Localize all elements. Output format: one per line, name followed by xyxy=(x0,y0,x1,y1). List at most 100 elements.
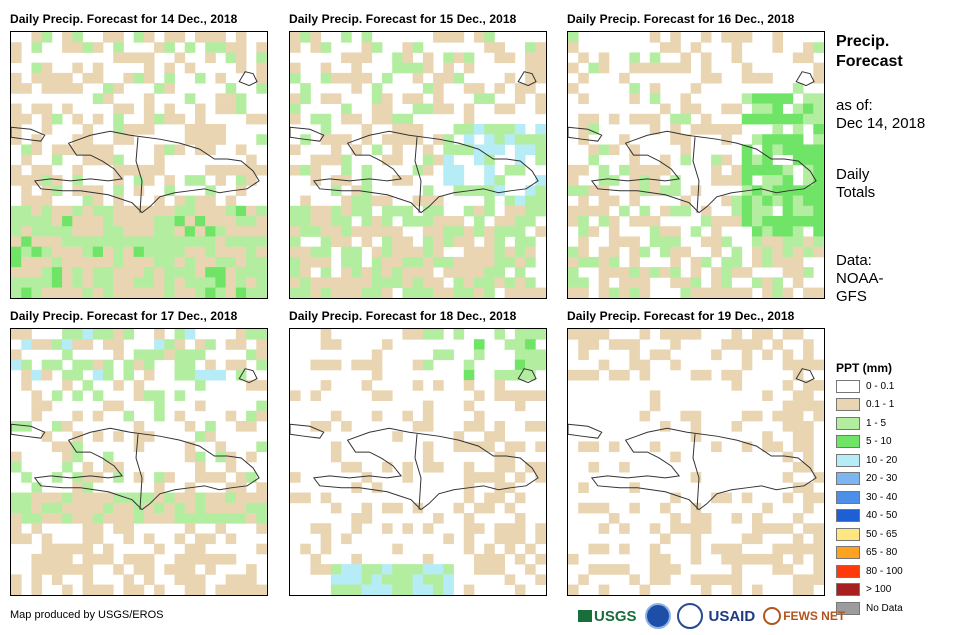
precip-cell xyxy=(762,390,773,401)
precip-cell xyxy=(782,380,794,391)
country-border xyxy=(414,434,422,510)
precip-cell xyxy=(751,93,763,104)
cuba-outline xyxy=(290,126,325,142)
precip-cell xyxy=(721,256,732,268)
precip-cell xyxy=(164,103,175,115)
precip-cell xyxy=(82,339,94,350)
precip-cell xyxy=(422,410,434,422)
precip-cell xyxy=(463,246,475,258)
precip-cell xyxy=(670,62,681,74)
precip-cell xyxy=(290,256,301,268)
precip-cell xyxy=(194,431,206,442)
precip-cell xyxy=(256,205,267,217)
precip-cell xyxy=(341,574,352,585)
precip-cell xyxy=(361,380,373,391)
precip-cell xyxy=(123,236,135,248)
precip-cell xyxy=(494,329,506,340)
precip-cell xyxy=(123,553,135,565)
precip-cell xyxy=(246,421,257,432)
panel-title-6: Daily Precip. Forecast for 19 Dec., 2018 xyxy=(567,309,795,323)
precip-cell xyxy=(21,287,32,298)
precip-cell xyxy=(82,359,94,371)
precip-cell xyxy=(256,287,267,298)
precip-cell xyxy=(72,216,83,227)
precip-cell xyxy=(225,410,237,422)
precip-cell xyxy=(803,461,814,473)
forecast-map-5 xyxy=(289,328,547,596)
precip-cell xyxy=(762,256,773,268)
precip-cell xyxy=(164,113,175,125)
precip-cell xyxy=(21,267,32,278)
precip-cell xyxy=(351,72,362,84)
precip-cell xyxy=(568,62,579,74)
precip-cell xyxy=(62,339,73,350)
precip-cell xyxy=(320,93,332,104)
precip-cell xyxy=(649,185,661,196)
precip-cell xyxy=(361,124,373,135)
precip-cell xyxy=(762,72,773,84)
precip-cell xyxy=(402,523,414,534)
precip-cell xyxy=(772,543,784,555)
precip-cell xyxy=(422,236,434,248)
precip-cell xyxy=(225,226,237,237)
precip-cell xyxy=(194,349,206,361)
precip-cell xyxy=(412,42,424,53)
precip-cell xyxy=(514,93,526,104)
precip-cell xyxy=(174,32,186,43)
precip-cell xyxy=(113,164,124,176)
precip-cell xyxy=(92,431,104,442)
precip-cell xyxy=(62,543,73,555)
precip-cell xyxy=(51,492,63,504)
precip-cell xyxy=(31,390,43,401)
precip-cell xyxy=(290,226,301,237)
precip-cell xyxy=(174,226,186,237)
precip-cell xyxy=(21,329,32,340)
precip-cell xyxy=(803,543,814,555)
precip-cell xyxy=(494,431,506,442)
precip-cell xyxy=(371,574,383,585)
hispaniola-outline xyxy=(590,130,817,214)
precip-cell xyxy=(525,205,536,217)
precip-cell xyxy=(762,205,773,217)
precip-cell xyxy=(113,52,124,64)
precip-cell xyxy=(21,195,32,207)
precip-cell xyxy=(82,256,94,268)
precip-cell xyxy=(598,246,610,258)
precip-cell xyxy=(629,93,640,104)
precip-cell xyxy=(21,144,32,156)
precip-cell xyxy=(11,256,22,268)
precip-cell xyxy=(782,164,794,176)
precip-cell xyxy=(700,574,712,585)
precip-cell xyxy=(803,154,814,166)
precip-cell xyxy=(741,287,753,298)
precip-cell xyxy=(535,226,546,237)
legend-item: > 100 xyxy=(836,581,903,600)
precip-cell xyxy=(514,584,526,595)
precip-cell xyxy=(174,277,186,288)
precip-cell xyxy=(174,359,186,371)
precip-cell xyxy=(711,216,722,227)
precip-cell xyxy=(568,584,579,595)
precip-cell xyxy=(102,369,114,381)
precip-cell xyxy=(361,42,373,53)
precip-cell xyxy=(371,42,383,53)
precip-cell xyxy=(215,513,227,524)
precip-cell xyxy=(133,584,145,595)
precip-cell xyxy=(792,533,804,545)
precip-cell xyxy=(246,154,257,166)
precip-cell xyxy=(751,256,763,268)
precip-cell xyxy=(484,195,495,207)
map-credit: Map produced by USGS/EROS xyxy=(10,609,164,621)
precip-cell xyxy=(649,267,661,278)
precip-cell xyxy=(41,502,53,514)
precip-cell xyxy=(174,410,186,422)
precip-cell xyxy=(690,103,702,115)
precip-cell xyxy=(51,287,63,298)
precip-cell xyxy=(205,564,216,575)
precip-cell xyxy=(494,451,506,463)
precip-cell xyxy=(194,205,206,217)
precip-cell xyxy=(361,267,373,278)
precip-cell xyxy=(341,277,352,288)
precip-cell xyxy=(463,83,475,94)
legend-label: 5 - 10 xyxy=(866,436,892,448)
